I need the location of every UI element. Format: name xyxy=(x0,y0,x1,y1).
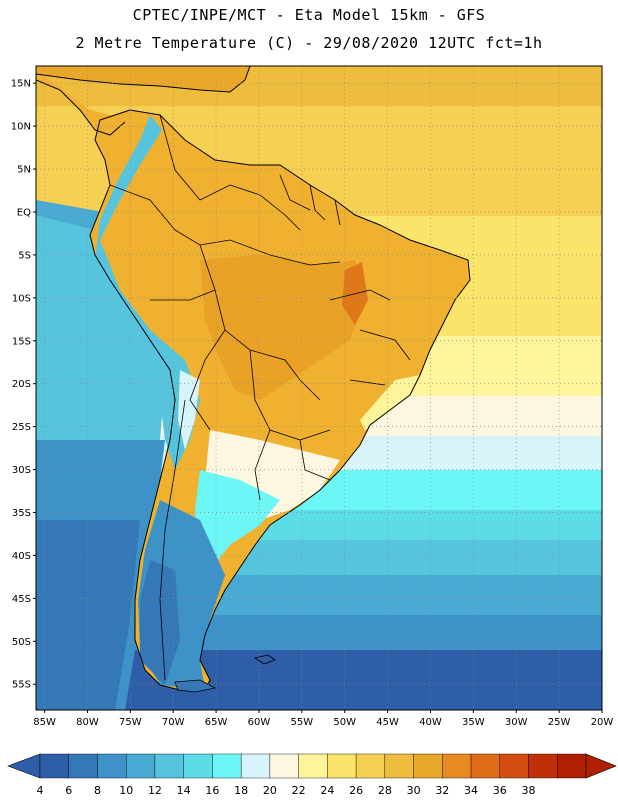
lon-label: 70W xyxy=(162,717,185,728)
lat-label: 5N xyxy=(17,165,31,176)
colorbar-swatch xyxy=(528,753,558,779)
colorbar-label: 8 xyxy=(94,784,101,797)
lat-label: 25S xyxy=(12,422,31,433)
colorbar-swatch xyxy=(97,753,127,779)
andes-cool xyxy=(95,115,200,470)
lat-label: 20S xyxy=(12,379,31,390)
colorbar: 4 6 8 10 12 14 16 18 20 22 24 26 28 30 32 34 36 38 xyxy=(7,753,617,797)
tierra-del-fuego xyxy=(174,679,217,693)
colorbar-swatch xyxy=(298,753,328,779)
longitude-labels: 85W 80W 75W 70W 65W 60W 55W 50W 45W 40W 35W 30W 25W 2… xyxy=(33,717,613,728)
lon-label: 65W xyxy=(205,717,228,728)
lat-label: 40S xyxy=(12,551,31,562)
colorbar-label: 4 xyxy=(37,784,44,797)
lon-label: 40W xyxy=(419,717,442,728)
colorbar-swatch xyxy=(212,753,242,779)
colorbar-swatch xyxy=(183,753,213,779)
lat-label: 50S xyxy=(12,637,31,648)
lat-label: 10S xyxy=(12,293,31,304)
lon-label: 20W xyxy=(591,717,614,728)
colorbar-label: 20 xyxy=(263,784,277,797)
colorbar-label: 22 xyxy=(292,784,306,797)
lon-label: 45W xyxy=(376,717,399,728)
colorbar-swatch xyxy=(442,753,472,779)
map-field xyxy=(36,66,602,710)
colorbar-swatch xyxy=(470,753,500,779)
colorbar-swatch xyxy=(240,753,271,779)
colorbar-label: 6 xyxy=(65,784,72,797)
map-frame xyxy=(35,65,603,711)
lon-label: 50W xyxy=(333,717,356,728)
latitude-labels: 15N 10N 5N EQ 5S 10S 15S 20S 25S 30S 35S 40S 45S 50S 5… xyxy=(11,79,31,691)
colorbar-swatch xyxy=(557,753,587,779)
colorbar-swatch xyxy=(327,753,357,779)
colorbar-swatch xyxy=(154,753,184,779)
colorbar-under-arrow xyxy=(7,753,41,779)
colorbar-label: 18 xyxy=(234,784,248,797)
colorbar-label: 36 xyxy=(493,784,507,797)
lat-label: 10N xyxy=(11,122,31,133)
colorbar-label: 34 xyxy=(464,784,478,797)
colorbar-label: 30 xyxy=(407,784,421,797)
country-borders xyxy=(109,114,411,681)
colorbar-swatch xyxy=(269,753,299,779)
colorbar-over-arrow xyxy=(585,753,617,779)
colorbar-swatch xyxy=(413,753,443,779)
coastline xyxy=(89,109,471,691)
lat-label: 35S xyxy=(12,508,31,519)
lat-label: 55S xyxy=(12,680,31,691)
lat-label: 45S xyxy=(12,594,31,605)
lon-label: 80W xyxy=(76,717,99,728)
lat-label: 5S xyxy=(18,250,31,261)
lon-label: 30W xyxy=(505,717,528,728)
colorbar-swatch xyxy=(126,753,156,779)
lat-label: EQ xyxy=(17,207,31,218)
pacific-coldest xyxy=(36,520,140,710)
patagonia-coldest xyxy=(140,560,180,685)
colorbar-label: 10 xyxy=(119,784,133,797)
lon-label: 60W xyxy=(248,717,271,728)
colorbar-label: 28 xyxy=(378,784,392,797)
coastal-mild xyxy=(360,375,420,430)
andes-cold-peaks xyxy=(178,370,200,450)
lon-label: 35W xyxy=(462,717,485,728)
colorbar-label: 26 xyxy=(349,784,363,797)
north-america-edge xyxy=(36,66,250,92)
lon-label: 25W xyxy=(548,717,571,728)
lat-label: 15S xyxy=(12,336,31,347)
colorbar-label: 14 xyxy=(177,784,191,797)
lon-label: 85W xyxy=(33,717,56,728)
lat-label: 30S xyxy=(12,465,31,476)
hot-core xyxy=(200,255,365,400)
colorbar-swatch xyxy=(39,753,69,779)
north-coast xyxy=(36,66,251,93)
colorbar-swatch xyxy=(499,753,529,779)
map-subtitle: 2 Metre Temperature (C) - 29/08/2020 12U… xyxy=(75,34,543,52)
map-title: CPTEC/INPE/MCT - Eta Model 15km - GFS xyxy=(132,6,486,24)
colorbar-swatch xyxy=(355,753,386,779)
colorbar-label: 24 xyxy=(320,784,334,797)
colorbar-label: 12 xyxy=(148,784,162,797)
central-america-coast xyxy=(36,79,126,136)
lat-label: 15N xyxy=(11,79,31,90)
colorbar-label: 32 xyxy=(435,784,449,797)
colorbar-label: 38 xyxy=(522,784,536,797)
colorbar-swatch xyxy=(68,753,98,779)
colorbar-swatch xyxy=(384,753,414,779)
colorbar-label: 16 xyxy=(205,784,219,797)
falkland-islands xyxy=(254,654,276,665)
lon-label: 55W xyxy=(291,717,314,728)
lon-label: 75W xyxy=(119,717,142,728)
